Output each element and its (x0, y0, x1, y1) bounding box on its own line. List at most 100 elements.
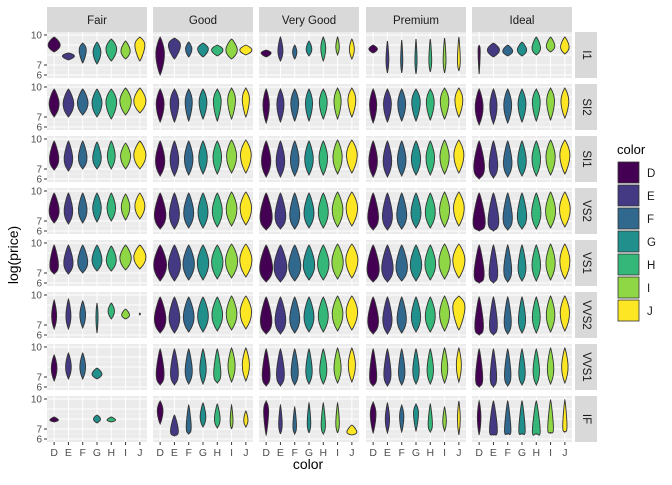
violin-E (169, 88, 180, 123)
violin-E (63, 192, 74, 225)
facet-column-strip (153, 7, 253, 32)
violin-H (531, 192, 542, 230)
violin-H (424, 192, 436, 229)
violin-E (167, 37, 181, 60)
facet-panel (153, 32, 253, 78)
facet-panel (366, 84, 466, 130)
x-tick-label: G (93, 447, 101, 459)
violin-G (92, 141, 102, 170)
violin-E (63, 140, 74, 172)
violin-I (333, 347, 342, 385)
violin-D (49, 140, 60, 171)
violin-H (317, 192, 329, 229)
facet-panel (153, 292, 253, 338)
violin-I (120, 142, 132, 170)
facet-panel (47, 396, 147, 442)
violin-J (562, 398, 568, 434)
violin-D (259, 296, 273, 335)
violin-H (427, 402, 433, 434)
violin-J (456, 400, 461, 436)
violin-I (439, 87, 450, 120)
facet-panel (366, 136, 466, 182)
facet-panel (153, 136, 253, 182)
violin-J (559, 191, 571, 228)
legend-key-G (617, 230, 640, 253)
violin-I (331, 191, 344, 228)
violin-G (412, 347, 420, 386)
facet-panel (472, 344, 572, 390)
x-tick-label: D (369, 447, 377, 459)
violin-D (153, 244, 168, 282)
violin-J (134, 192, 146, 220)
violin-H (531, 296, 541, 335)
violin-E (65, 352, 72, 381)
violin-H (319, 348, 328, 386)
violin-D (473, 244, 485, 284)
violin-E (168, 192, 180, 230)
violin-F (396, 192, 408, 230)
violin-E (383, 347, 392, 388)
violin-I (227, 347, 236, 384)
violin-G (95, 302, 99, 334)
violin-I (442, 37, 447, 74)
facet-panel (472, 84, 572, 130)
y-tick-label: 7 (36, 373, 42, 384)
x-tick-label: G (412, 447, 420, 459)
x-tick-label: J (243, 447, 248, 459)
violin-H (531, 140, 542, 178)
violin-G (303, 192, 315, 229)
violin-H (213, 348, 222, 385)
violin-H (211, 296, 224, 332)
violin-I (332, 139, 343, 175)
x-tick-label: I (336, 447, 339, 459)
facet-panel (259, 32, 359, 78)
violin-H (106, 416, 117, 423)
violin-E (381, 244, 394, 283)
violin-F (78, 42, 87, 64)
facet-panel (153, 396, 253, 442)
violin-G (517, 140, 527, 178)
violin-F (288, 244, 302, 282)
violin-F (182, 244, 195, 281)
violin-D (48, 192, 60, 224)
violin-F (503, 88, 513, 125)
x-tick-label: F (505, 447, 511, 459)
violin-F (290, 347, 299, 387)
x-tick-label: H (213, 447, 221, 459)
facet-panel (153, 188, 253, 234)
facet-row-strip (575, 84, 597, 130)
y-tick-label: 10 (31, 239, 43, 250)
y-tick-label: 6 (36, 71, 42, 82)
violin-D (155, 348, 165, 387)
violin-I (439, 139, 450, 175)
y-tick-label: 6 (36, 383, 42, 394)
violin-J (453, 191, 465, 227)
violin-G (199, 402, 207, 429)
facet-panel (366, 188, 466, 234)
violin-F (395, 244, 408, 282)
violin-F (290, 88, 300, 123)
violin-E (382, 140, 393, 179)
facet-panel (259, 84, 359, 130)
violin-I (440, 346, 449, 385)
x-tick-label: G (518, 447, 526, 459)
violin-E (488, 140, 499, 180)
violin-I (335, 401, 340, 434)
violin-G (305, 347, 313, 386)
violin-J (133, 87, 147, 114)
violin-J (243, 410, 249, 428)
violin-G (516, 192, 528, 230)
violin-F (398, 347, 406, 387)
x-tick-label: G (199, 447, 207, 459)
violin-I (119, 244, 132, 271)
violin-E (382, 296, 393, 336)
violin-E (273, 244, 288, 283)
y-tick-label: 10 (31, 291, 43, 302)
facet-panel (153, 344, 253, 390)
violin-D (472, 192, 486, 232)
facet-panel (47, 136, 147, 182)
facet-panel (259, 240, 359, 286)
x-tick-label: I (443, 447, 446, 459)
violin-I (121, 308, 130, 320)
facet-column-label: Good (189, 15, 217, 27)
